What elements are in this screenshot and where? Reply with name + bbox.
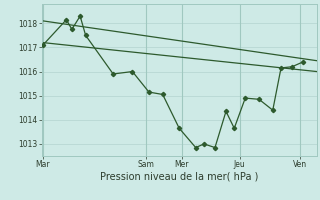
X-axis label: Pression niveau de la mer( hPa ): Pression niveau de la mer( hPa ) xyxy=(100,172,258,182)
